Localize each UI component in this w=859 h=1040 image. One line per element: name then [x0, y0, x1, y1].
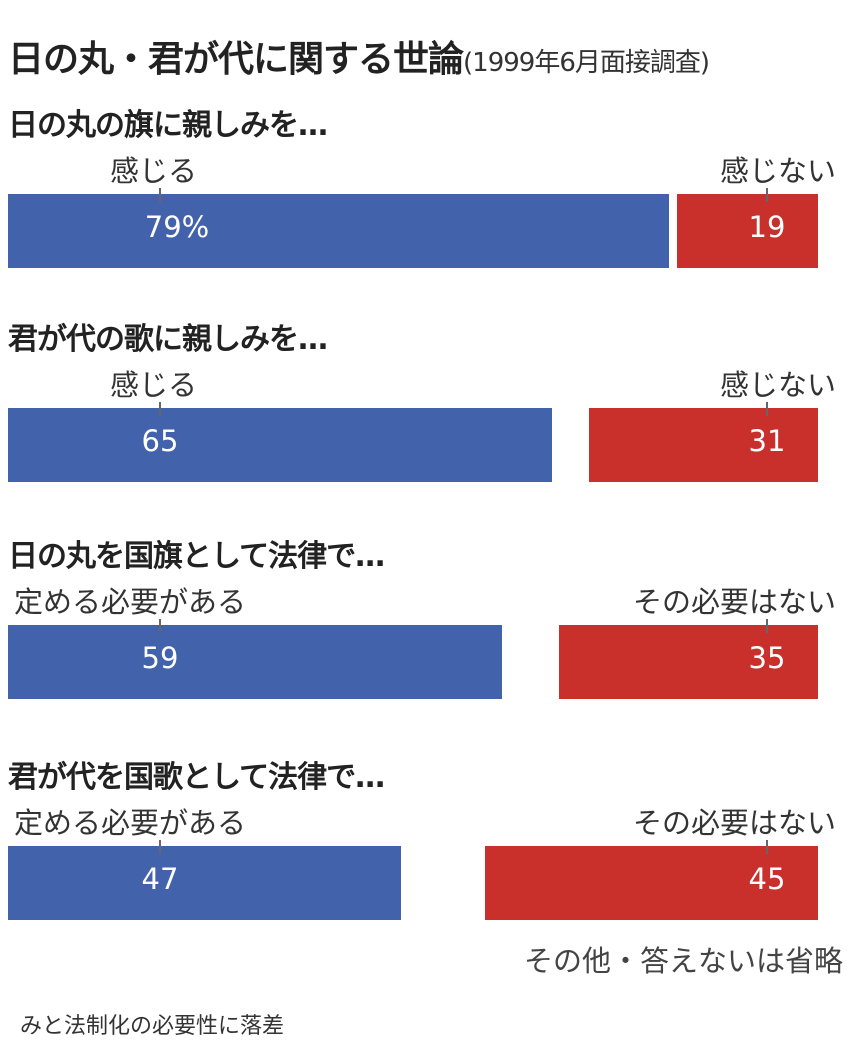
title-text: 日の丸・君が代に関する世論 [8, 39, 464, 80]
yes-bar [8, 846, 402, 920]
yes-bar [8, 194, 670, 268]
no-bar [485, 846, 818, 920]
no-label: その必要はない [632, 806, 836, 840]
question-group: 君が代の歌に親しみを… 感じる 感じない 65 31 [0, 322, 859, 547]
yes-value: 65 [141, 424, 179, 458]
yes-label: 感じる [110, 368, 198, 402]
yes-bar [8, 408, 553, 482]
no-tick [766, 402, 768, 416]
yes-value: 59 [141, 641, 179, 675]
yes-value: 79% [144, 210, 210, 244]
yes-tick [159, 188, 161, 202]
no-value: 35 [748, 641, 786, 675]
subtitle-text: (1999年6月面接調査) [463, 48, 710, 78]
question-label: 君が代の歌に親しみを… [8, 322, 328, 357]
no-bar [559, 625, 818, 699]
footer-caption: みと法制化の必要性に落差 [20, 1014, 285, 1039]
question-label: 日の丸の旗に親しみを… [8, 108, 328, 143]
question-group: 日の丸を国旗として法律で… 定める必要がある その必要はない 59 35 [0, 539, 859, 764]
no-tick [766, 840, 768, 854]
no-value: 31 [748, 424, 786, 458]
no-tick [766, 619, 768, 633]
no-value: 19 [748, 210, 786, 244]
note: その他・答えないは省略 [523, 944, 843, 978]
no-bar [588, 408, 818, 482]
yes-tick [159, 840, 161, 854]
yes-label: 定める必要がある [14, 806, 247, 840]
yes-tick [159, 619, 161, 633]
yes-tick [159, 402, 161, 416]
no-label: その必要はない [632, 585, 836, 619]
yes-label: 定める必要がある [14, 585, 247, 619]
question-label: 日の丸を国旗として法律で… [8, 539, 385, 574]
no-value: 45 [748, 862, 786, 896]
yes-label: 感じる [110, 154, 198, 188]
no-label: 感じない [719, 368, 836, 402]
chart-title: 日の丸・君が代に関する世論(1999年6月面接調査) [8, 30, 710, 82]
no-bar [677, 194, 818, 268]
no-label: 感じない [719, 154, 836, 188]
question-label: 君が代を国歌として法律で… [8, 760, 385, 795]
question-group: 日の丸の旗に親しみを… 感じる 感じない 79% 19 [0, 108, 859, 333]
question-group: 君が代を国歌として法律で… 定める必要がある その必要はない 47 45 [0, 760, 859, 985]
yes-bar [8, 625, 502, 699]
yes-value: 47 [141, 862, 179, 896]
no-tick [766, 188, 768, 202]
